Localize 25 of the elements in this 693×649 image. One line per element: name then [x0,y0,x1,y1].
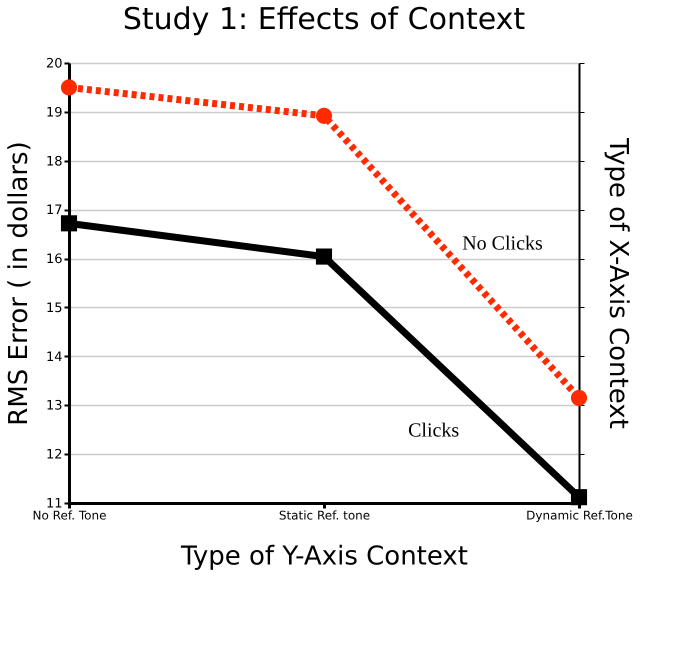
x-tick-label: Dynamic Ref.Tone [526,508,633,522]
point [570,390,588,406]
y-tick-label: 13 [46,398,62,414]
chart-title: Study 1: Effects of Context [122,2,526,37]
y-axis-title: RMS Error ( in dollars) [4,141,34,426]
series-label: Clicks [408,420,460,442]
y-tick-label: 20 [46,56,62,72]
x-axis-title: Type of Y-Axis Context [180,542,468,572]
point [316,108,332,124]
point [570,489,588,506]
y-tick-label: 19 [46,105,62,120]
y2-axis-title: Type of X-Axis Context [603,137,633,429]
point [60,79,78,96]
y-tick-label: 14 [46,350,62,365]
y-tick-label: 17 [46,203,62,218]
point [316,248,332,265]
y-tick-label: 18 [46,154,62,170]
x-tick-label: Static Ref. tone [278,508,370,522]
y-tick-label: 11 [46,496,62,512]
y-tick-label: 16 [46,252,62,268]
y-tick-label: 15 [46,300,62,316]
y-tick-label: 12 [46,448,62,463]
point [60,215,78,232]
x-tick-label: No Ref. Tone [32,508,106,522]
series-label: No Clicks [462,232,543,255]
